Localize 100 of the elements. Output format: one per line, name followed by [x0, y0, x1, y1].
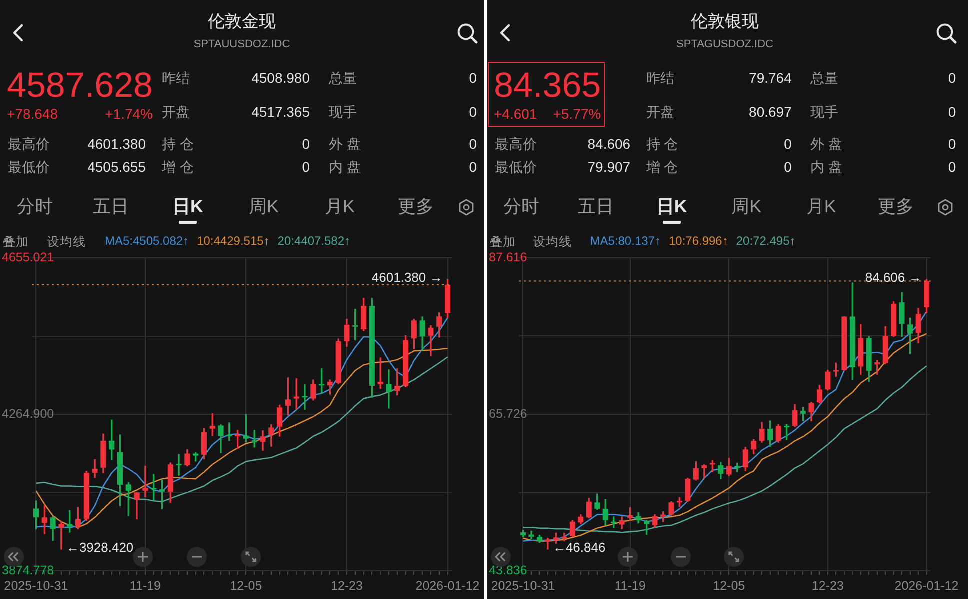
text: 现手 [810, 104, 839, 120]
text: 设均线 [47, 234, 86, 250]
text: 10:76.996↑ [668, 234, 728, 249]
chart-title: 伦敦金现 [208, 12, 276, 32]
text: 20:72.495↑ [736, 234, 796, 249]
text: 总量 [810, 70, 839, 86]
candlestick [302, 384, 308, 410]
text: 0 [948, 136, 956, 152]
text: 0 [784, 136, 792, 152]
text: 79.907 [588, 158, 631, 176]
text: 日K [172, 196, 204, 218]
text: 0 [469, 70, 477, 86]
candlestick [58, 521, 64, 550]
x-tick-label: 12-05 [713, 578, 746, 593]
candlestick [176, 454, 182, 476]
annotation: ←46.846 [552, 540, 606, 556]
text: +4.601 [494, 106, 538, 122]
text: MA5:4505.082↑ [105, 234, 190, 249]
candlestick [92, 459, 98, 478]
x-tick-label: 12-23 [812, 578, 844, 593]
text: 现手 [329, 104, 357, 120]
text: 0 [469, 136, 477, 152]
x-tick-label: 12-05 [230, 578, 262, 593]
y-tick-label: 4264.900 [2, 406, 54, 421]
annotation: ←3928.420 [66, 540, 134, 556]
y-tick-label: 4655.021 [2, 250, 54, 264]
text: 更多 [398, 196, 434, 218]
text: 设均线 [533, 234, 572, 250]
text: 叠加 [490, 234, 516, 250]
x-tick-label: 11-19 [130, 578, 161, 593]
text: 84.606 [588, 136, 631, 152]
text: 内 盘 [329, 158, 361, 176]
text: 0 [784, 158, 792, 176]
text: +5.77% [553, 106, 602, 122]
text: 4505.655 [88, 158, 146, 176]
candlestick [142, 466, 148, 498]
text: 0 [469, 158, 477, 176]
text: 最高价 [8, 136, 50, 152]
text: 五日 [578, 196, 614, 218]
text: 分时 [17, 196, 53, 218]
x-tick-label: 2026-01-12 [416, 578, 480, 593]
text: 4517.365 [252, 104, 310, 120]
text: 增 仓 [162, 158, 194, 176]
text: +1.74% [105, 106, 153, 122]
text: 分时 [503, 196, 540, 218]
text: 开盘 [162, 104, 190, 120]
text: 最高价 [494, 136, 537, 152]
x-tick-label: 2025-10-31 [4, 578, 68, 593]
text: 周K [248, 196, 280, 218]
text: 总量 [329, 70, 357, 86]
x-tick-label: 12-23 [330, 578, 363, 593]
text: 0 [469, 104, 477, 120]
text: 20:4407.582↑ [278, 234, 351, 249]
text: 最低价 [494, 158, 537, 176]
x-tick-label: 2025-10-31 [491, 578, 556, 593]
text: 持 仓 [646, 136, 678, 152]
text: 内 盘 [810, 158, 842, 176]
text: MA5:80.137↑ [590, 234, 661, 249]
text: 昨结 [162, 70, 190, 86]
x-tick-label: 11-19 [614, 578, 646, 593]
text: 0 [948, 70, 956, 86]
chart-title: 伦敦银现 [691, 12, 759, 32]
text: 更多 [878, 196, 914, 218]
text: 0 [948, 158, 956, 176]
candlestick [386, 370, 392, 409]
chart-subtitle: SPTAUUSDOZ.IDC [194, 38, 290, 52]
y-tick-label: 43.836 [489, 563, 528, 578]
text: 日K [656, 196, 688, 218]
text: 79.764 [749, 70, 792, 86]
text: 增 仓 [646, 158, 678, 176]
candlestick [562, 533, 568, 542]
chart-subtitle: SPTAGUSDOZ.IDC [676, 38, 774, 52]
text: 0 [302, 158, 310, 176]
text: 80.697 [749, 104, 792, 120]
text: 最低价 [8, 158, 50, 176]
annotation: 84.606 → [865, 270, 922, 286]
x-tick-label: 2026-01-12 [894, 578, 959, 593]
candlestick [545, 538, 551, 550]
candlestick [378, 358, 384, 390]
text: 0 [948, 104, 956, 120]
text: 周K [732, 196, 762, 218]
text: 84.365 [494, 66, 602, 105]
annotation: 4601.380 → [372, 270, 443, 286]
text: 叠加 [3, 234, 29, 250]
text: 0 [302, 136, 310, 152]
text: 10:4429.515↑ [197, 234, 270, 249]
text: 月K [806, 196, 836, 218]
text: 持 仓 [162, 136, 194, 152]
y-tick-label: 65.726 [489, 406, 528, 421]
text: 外 盘 [810, 136, 842, 152]
text: 开盘 [646, 104, 674, 120]
y-tick-label: 3874.778 [2, 563, 54, 578]
text: 4601.380 [88, 136, 146, 152]
text: 外 盘 [329, 136, 361, 152]
text: 月K [324, 196, 356, 218]
text: 昨结 [646, 70, 674, 86]
y-tick-label: 87.616 [489, 250, 528, 264]
text: 五日 [93, 196, 129, 218]
text: 4587.628 [7, 66, 153, 105]
text: +78.648 [7, 106, 58, 122]
